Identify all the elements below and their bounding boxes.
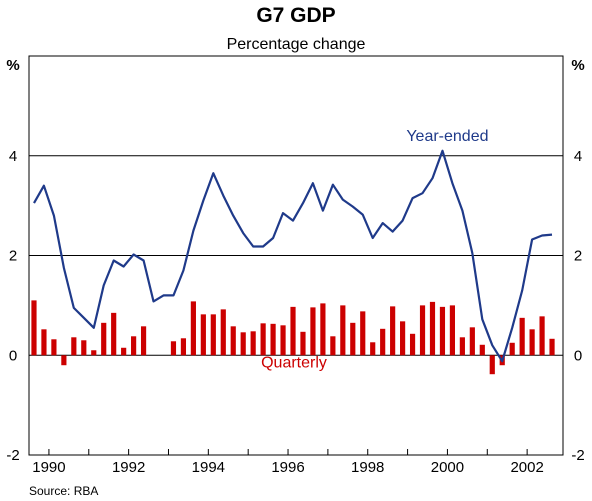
x-tick-labels: 1990 1992 1994 1996 1998 2000 2002	[32, 459, 544, 476]
left-axis-unit: %	[6, 57, 19, 74]
right-axis-unit: %	[571, 57, 584, 74]
quarterly-bars	[31, 300, 555, 375]
quarterly-bar	[320, 303, 326, 356]
x-tick-label: 1992	[112, 459, 145, 476]
quarterly-bar	[81, 340, 87, 356]
y-tick-label-right: -2	[571, 447, 584, 464]
series-annotations: Year-ended Quarterly	[261, 128, 488, 372]
quarterly-bar	[330, 336, 336, 356]
chart-title: G7 GDP	[256, 4, 335, 27]
quarterly-bar	[270, 323, 276, 356]
quarterly-bar	[429, 301, 436, 356]
x-tick-label: 1994	[192, 459, 225, 476]
quarterly-bar	[469, 327, 475, 356]
quarterly-bar	[400, 321, 406, 356]
quarterly-bar	[360, 311, 366, 356]
quarterly-bar	[519, 317, 525, 356]
quarterly-bar	[260, 323, 266, 356]
quarterly-bar	[200, 314, 206, 356]
quarterly-bar	[230, 326, 236, 356]
quarterly-bar	[51, 339, 57, 356]
quarterly-bar	[101, 322, 107, 356]
quarterly-bar	[539, 316, 545, 356]
quarterly-bar	[310, 307, 316, 356]
series-annotation: Year-ended	[406, 128, 488, 145]
quarterly-bar	[489, 355, 495, 375]
quarterly-bar	[91, 350, 97, 356]
quarterly-bar	[300, 331, 306, 356]
y-tick-label-left: 2	[9, 248, 17, 265]
quarterly-bar	[121, 347, 127, 356]
gridlines	[29, 155, 563, 356]
y-tick-labels: -2 -2 0 0 2 2 4 4	[6, 148, 584, 464]
quarterly-bar	[439, 306, 446, 356]
quarterly-bar	[529, 329, 535, 356]
quarterly-bar	[350, 322, 356, 356]
y-tick-label-right: 2	[574, 248, 582, 265]
x-tick-label: 1990	[32, 459, 65, 476]
quarterly-bar	[449, 305, 456, 356]
quarterly-bar	[180, 338, 187, 356]
quarterly-bar	[71, 337, 77, 356]
quarterly-bar	[340, 305, 346, 356]
quarterly-bar	[549, 338, 555, 356]
quarterly-bar	[250, 331, 256, 356]
plot-border	[28, 55, 564, 456]
plot-frame	[28, 55, 564, 456]
quarterly-bar	[380, 328, 386, 356]
quarterly-bar	[210, 314, 216, 356]
chart-subtitle: Percentage change	[227, 36, 366, 53]
x-tick-label: 1996	[271, 459, 304, 476]
quarterly-bar	[140, 326, 147, 356]
quarterly-bar	[419, 305, 426, 356]
x-tick-label: 2002	[510, 459, 543, 476]
quarterly-bar	[61, 355, 67, 366]
quarterly-bar	[479, 344, 485, 356]
x-tick-label: 2000	[431, 459, 464, 476]
quarterly-bar	[41, 329, 47, 356]
y-tick-label-left: -2	[6, 447, 19, 464]
source-note: Source: RBA	[29, 484, 98, 498]
quarterly-bar	[111, 312, 117, 356]
y-tick-label-left: 4	[9, 148, 17, 165]
quarterly-bar	[409, 333, 416, 356]
quarterly-bar	[459, 337, 465, 356]
y-tick-label-right: 4	[574, 148, 582, 165]
x-tick-label: 1998	[351, 459, 384, 476]
quarterly-bar	[220, 309, 226, 356]
y-tick-label-right: 0	[574, 347, 582, 364]
y-tick-label-left: 0	[9, 347, 17, 364]
quarterly-bar	[280, 325, 286, 356]
quarterly-bar	[390, 306, 396, 356]
quarterly-bar	[190, 301, 196, 356]
quarterly-bar	[131, 336, 137, 356]
quarterly-bar	[170, 341, 177, 356]
year-ended-line-group	[33, 149, 553, 363]
quarterly-bar	[290, 306, 296, 356]
quarterly-bar	[31, 300, 37, 356]
year-ended-line	[33, 149, 553, 363]
quarterly-bar	[370, 342, 376, 356]
series-annotation: Quarterly	[261, 355, 327, 372]
quarterly-bar	[240, 332, 246, 356]
quarterly-bar	[509, 342, 515, 356]
